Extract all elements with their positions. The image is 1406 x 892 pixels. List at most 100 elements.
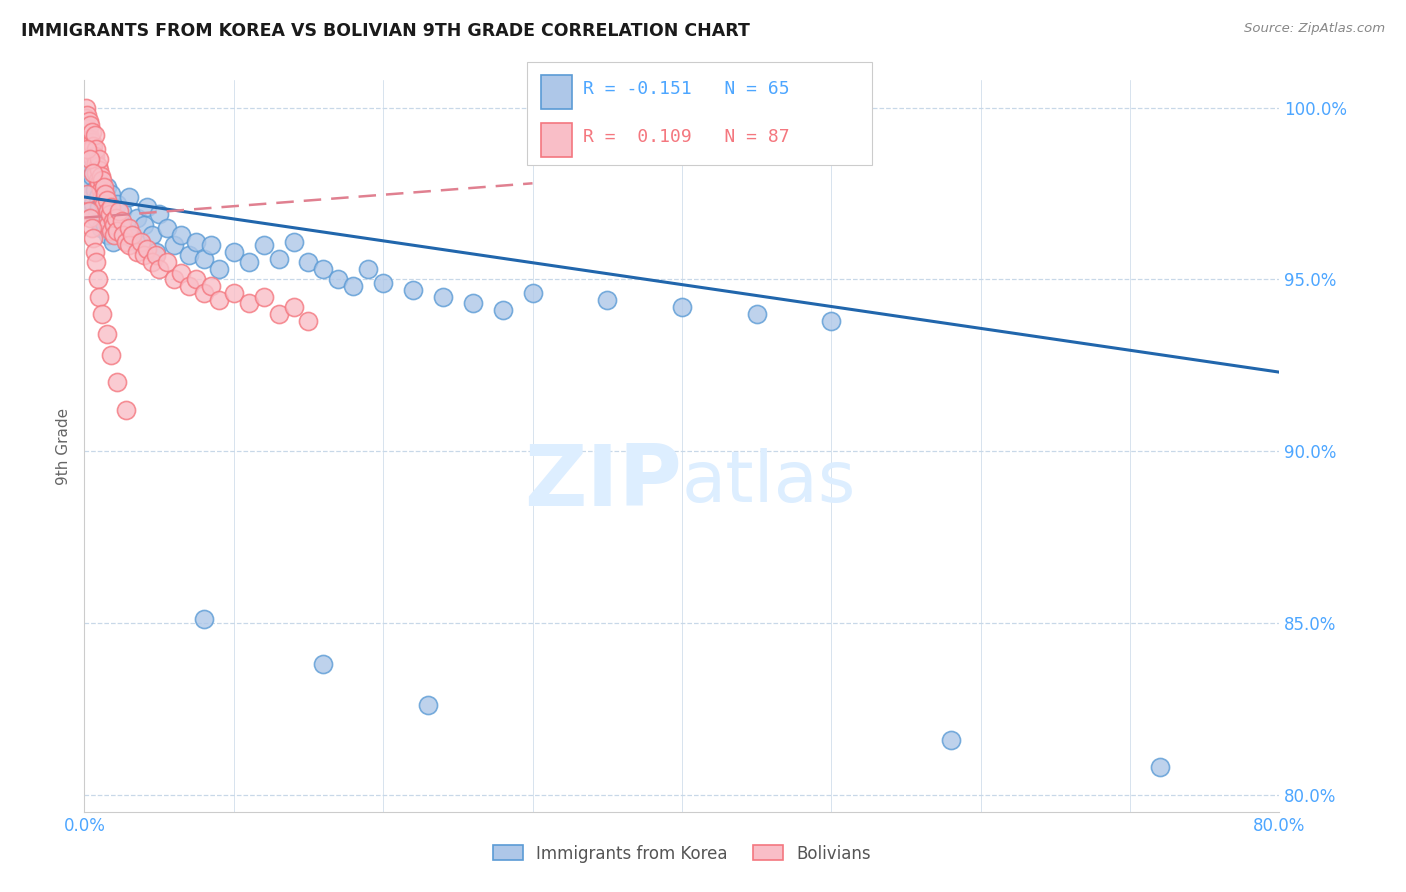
Point bbox=[91, 173, 114, 187]
Text: R =  0.109   N = 87: R = 0.109 N = 87 bbox=[583, 128, 790, 146]
Point bbox=[136, 242, 159, 256]
Point bbox=[75, 111, 97, 125]
Point bbox=[222, 286, 245, 301]
Point bbox=[112, 227, 135, 242]
Point bbox=[76, 121, 98, 136]
Point bbox=[402, 283, 425, 297]
Point bbox=[100, 200, 122, 214]
Point bbox=[118, 238, 141, 252]
Point bbox=[342, 279, 364, 293]
Point bbox=[101, 214, 124, 228]
Text: IMMIGRANTS FROM KOREA VS BOLIVIAN 9TH GRADE CORRELATION CHART: IMMIGRANTS FROM KOREA VS BOLIVIAN 9TH GR… bbox=[21, 22, 749, 40]
Point bbox=[820, 313, 842, 327]
Point bbox=[238, 296, 260, 310]
Point bbox=[77, 186, 100, 201]
Point bbox=[91, 194, 114, 208]
Point bbox=[297, 255, 319, 269]
Point bbox=[87, 173, 110, 187]
Point bbox=[82, 197, 104, 211]
Point bbox=[328, 272, 350, 286]
Point bbox=[297, 313, 319, 327]
Point bbox=[77, 203, 100, 218]
Point bbox=[208, 293, 231, 307]
Point bbox=[312, 657, 335, 671]
Point bbox=[416, 698, 439, 713]
Point bbox=[93, 179, 115, 194]
Point bbox=[253, 238, 276, 252]
Point bbox=[148, 262, 170, 277]
Point bbox=[80, 135, 103, 149]
Point bbox=[596, 293, 619, 307]
Point bbox=[96, 327, 118, 342]
Point bbox=[90, 221, 112, 235]
Point bbox=[76, 186, 98, 201]
Point bbox=[79, 153, 101, 167]
Point bbox=[87, 272, 110, 286]
Y-axis label: 9th Grade: 9th Grade bbox=[56, 408, 72, 484]
Point bbox=[163, 238, 186, 252]
Point bbox=[96, 211, 118, 225]
Point bbox=[89, 200, 111, 214]
Point bbox=[80, 142, 103, 156]
Point bbox=[100, 224, 122, 238]
Point bbox=[163, 272, 186, 286]
Text: Source: ZipAtlas.com: Source: ZipAtlas.com bbox=[1244, 22, 1385, 36]
Point bbox=[238, 255, 260, 269]
Point bbox=[132, 248, 156, 262]
Point bbox=[186, 272, 208, 286]
Point bbox=[91, 307, 114, 321]
Point bbox=[155, 255, 177, 269]
Point bbox=[145, 248, 167, 262]
Point bbox=[105, 197, 128, 211]
Point bbox=[745, 307, 768, 321]
Point bbox=[432, 290, 454, 304]
Point bbox=[111, 214, 134, 228]
Point bbox=[89, 173, 111, 187]
Point bbox=[103, 218, 125, 232]
Point bbox=[77, 114, 100, 128]
Point bbox=[193, 252, 215, 266]
Point bbox=[97, 218, 120, 232]
Point bbox=[283, 235, 305, 249]
Point bbox=[83, 244, 105, 259]
Point bbox=[267, 307, 290, 321]
Point bbox=[118, 190, 141, 204]
Point bbox=[76, 107, 98, 121]
Point bbox=[136, 200, 159, 214]
Point bbox=[87, 159, 110, 173]
Point bbox=[91, 190, 114, 204]
Point bbox=[141, 227, 163, 242]
Point bbox=[86, 155, 108, 169]
Point bbox=[373, 276, 395, 290]
Point bbox=[82, 231, 104, 245]
Point bbox=[312, 262, 335, 277]
Point bbox=[82, 153, 104, 167]
Point bbox=[80, 221, 103, 235]
Point bbox=[89, 162, 111, 177]
Point bbox=[75, 101, 97, 115]
Point bbox=[94, 186, 117, 201]
Point bbox=[82, 138, 104, 153]
Point bbox=[357, 262, 380, 277]
Point bbox=[76, 162, 98, 177]
Point bbox=[170, 227, 193, 242]
Point bbox=[79, 131, 101, 145]
Point bbox=[90, 183, 112, 197]
Point bbox=[82, 166, 104, 180]
Text: R = -0.151   N = 65: R = -0.151 N = 65 bbox=[583, 80, 790, 98]
Point bbox=[76, 142, 98, 156]
Point bbox=[89, 176, 111, 190]
Point bbox=[96, 194, 118, 208]
Point bbox=[86, 211, 108, 225]
Point bbox=[104, 211, 127, 225]
Point bbox=[253, 290, 276, 304]
Point bbox=[125, 244, 148, 259]
Point bbox=[111, 203, 134, 218]
Point bbox=[79, 118, 101, 132]
Point bbox=[132, 218, 156, 232]
Point bbox=[222, 244, 245, 259]
Point bbox=[94, 218, 117, 232]
Point bbox=[155, 221, 177, 235]
Point bbox=[267, 252, 290, 266]
Point bbox=[90, 169, 112, 184]
